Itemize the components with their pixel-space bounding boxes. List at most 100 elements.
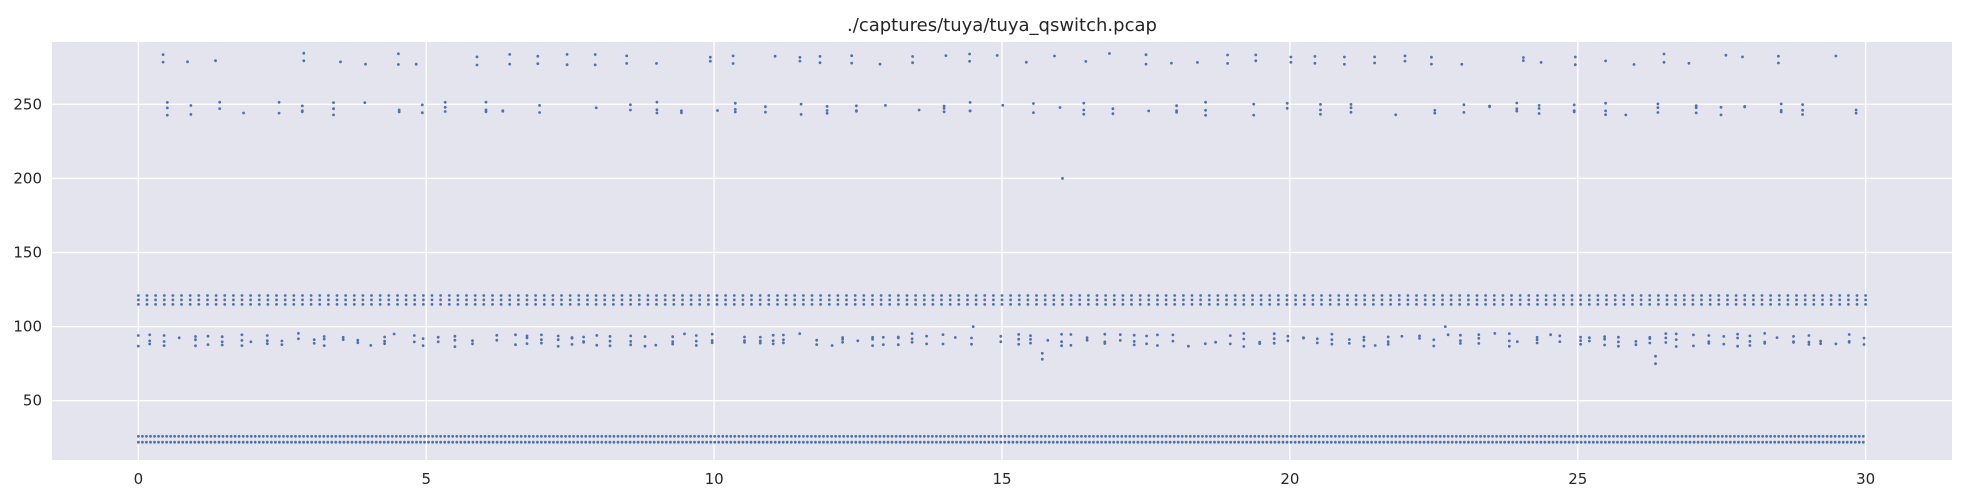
data-point (1847, 303, 1850, 306)
data-point (628, 440, 632, 444)
data-point (1346, 294, 1349, 297)
data-point (1801, 103, 1804, 106)
data-point (1817, 434, 1821, 438)
data-point (608, 335, 612, 338)
data-point (943, 440, 946, 444)
data-point (161, 440, 164, 444)
data-point (784, 303, 788, 306)
data-point (1583, 434, 1587, 438)
data-point (1354, 440, 1357, 444)
data-point (629, 294, 632, 297)
data-point (447, 303, 451, 306)
data-point (1680, 440, 1684, 444)
data-point (1692, 440, 1696, 444)
data-point (540, 440, 543, 444)
data-point (1631, 294, 1634, 297)
data-point (1527, 303, 1531, 306)
data-point (1779, 108, 1783, 112)
data-point (1539, 61, 1543, 64)
data-point (975, 434, 979, 438)
data-point (1812, 298, 1816, 302)
data-point (1571, 440, 1575, 444)
data-point (560, 434, 563, 438)
data-point (1294, 294, 1297, 297)
data-point (439, 434, 442, 438)
data-point (386, 440, 390, 444)
data-point (1363, 298, 1367, 302)
data-point (1674, 298, 1677, 302)
data-point (1196, 434, 1200, 438)
data-point (1120, 440, 1124, 444)
data-point (1596, 303, 1600, 306)
data-point (1051, 440, 1055, 444)
data-point (1309, 434, 1313, 438)
data-point (914, 294, 917, 297)
data-point (1753, 434, 1756, 438)
data-point (1664, 440, 1668, 444)
data-point (1136, 434, 1140, 438)
data-point (1414, 434, 1418, 438)
data-point (1535, 440, 1539, 444)
data-point (911, 61, 914, 65)
data-point (1760, 303, 1764, 306)
data-point (1225, 294, 1228, 297)
data-point (926, 434, 930, 438)
data-point (1558, 340, 1562, 343)
data-point (884, 104, 887, 107)
data-point (342, 440, 346, 444)
data-point (162, 344, 166, 347)
data-point (815, 338, 819, 342)
data-point (245, 434, 249, 438)
data-point (764, 105, 767, 109)
data-point (517, 303, 520, 306)
data-point (261, 440, 265, 444)
data-point (197, 440, 201, 444)
data-point (302, 434, 305, 438)
data-point (1662, 52, 1666, 56)
data-point (378, 298, 382, 302)
data-point (456, 298, 460, 302)
data-point (1180, 434, 1184, 438)
data-point (346, 434, 350, 438)
data-point (1547, 434, 1551, 438)
data-point (1225, 303, 1228, 306)
data-point (1648, 303, 1652, 306)
data-point (681, 294, 684, 297)
data-point (1112, 303, 1116, 306)
data-point (540, 338, 543, 342)
data-point (608, 344, 612, 348)
data-point (1402, 434, 1406, 438)
data-point (1213, 440, 1216, 444)
data-point (680, 109, 683, 113)
data-point (1522, 59, 1525, 62)
data-point (568, 303, 572, 306)
data-point (1140, 434, 1144, 438)
data-point (1562, 303, 1565, 306)
data-point (1854, 111, 1858, 115)
data-point (640, 434, 644, 438)
data-point (827, 298, 831, 302)
data-point (495, 333, 499, 337)
data-point (897, 303, 900, 306)
data-point (1462, 434, 1466, 438)
data-point (1579, 298, 1582, 302)
data-point (1337, 294, 1341, 297)
data-point (318, 303, 322, 306)
data-point (1305, 440, 1309, 444)
data-point (1085, 336, 1089, 339)
data-point (1792, 340, 1795, 344)
data-point (525, 334, 529, 338)
data-point (1009, 303, 1012, 306)
data-point (1656, 111, 1660, 114)
data-point (1382, 434, 1386, 438)
data-point (1648, 341, 1652, 345)
data-point (387, 294, 391, 297)
data-point (819, 294, 822, 297)
data-point (1390, 434, 1394, 438)
data-point (306, 434, 309, 438)
data-point (1632, 440, 1635, 444)
data-point (1617, 340, 1620, 344)
data-point (1475, 294, 1479, 297)
data-point (798, 55, 802, 59)
data-point (1458, 434, 1462, 438)
